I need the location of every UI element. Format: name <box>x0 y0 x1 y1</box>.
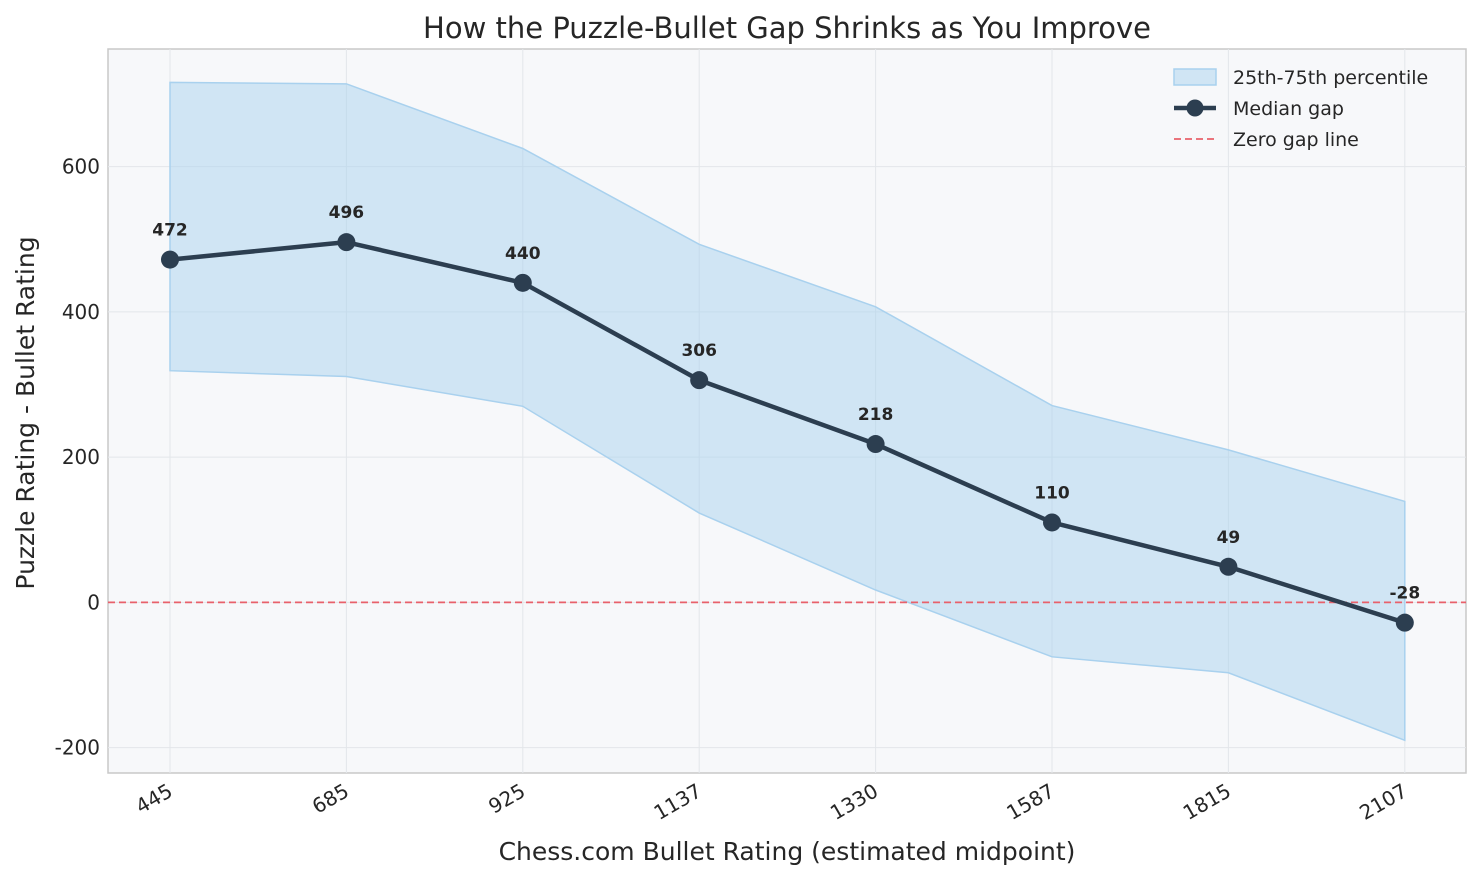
median-point <box>1043 513 1061 532</box>
x-tick-label: 1137 <box>650 779 706 825</box>
data-label: 496 <box>329 203 365 223</box>
median-point <box>1219 557 1238 576</box>
x-tick-label: 1330 <box>826 779 882 825</box>
median-point <box>1395 613 1414 632</box>
median-point <box>690 371 709 390</box>
median-point <box>513 273 532 292</box>
median-point <box>866 435 885 454</box>
data-label: 472 <box>152 221 188 241</box>
x-tick-label: 685 <box>308 779 353 819</box>
data-label: 306 <box>681 341 717 361</box>
median-points <box>161 233 1414 632</box>
y-tick-label: 400 <box>62 300 100 324</box>
legend-marker-median <box>1186 99 1204 117</box>
median-point <box>161 250 179 269</box>
y-tick-label: 0 <box>87 590 100 614</box>
legend: 25th-75th percentile Median gap Zero gap… <box>1173 67 1428 151</box>
data-label: 49 <box>1217 528 1241 548</box>
x-tick-label: 1815 <box>1179 779 1235 825</box>
x-tick-label: 445 <box>131 779 176 819</box>
data-labels: 472 496 440 306 218 110 49 -28 <box>152 203 1420 604</box>
x-tick-label: 925 <box>484 779 529 819</box>
y-axis-label: Puzzle Rating - Bullet Rating <box>11 236 40 589</box>
median-gap-line <box>169 239 1406 625</box>
x-axis-label: Chess.com Bullet Rating (estimated midpo… <box>499 837 1076 866</box>
median-point <box>337 233 356 252</box>
y-tick-label: 200 <box>62 445 100 469</box>
data-label: 440 <box>505 244 541 264</box>
data-label: 110 <box>1034 483 1070 503</box>
data-label: 218 <box>858 405 894 425</box>
y-tick-label: 600 <box>62 155 100 179</box>
x-tick-labels: 445 685 925 1137 1330 1587 1815 2107 <box>131 779 1411 825</box>
legend-label-median: Median gap <box>1233 98 1344 120</box>
y-tick-label: -200 <box>55 736 100 760</box>
legend-swatch-band <box>1173 68 1217 86</box>
chart-title: How the Puzzle-Bullet Gap Shrinks as You… <box>423 11 1151 45</box>
y-tick-labels: -200 0 200 400 600 <box>55 155 100 760</box>
x-tick-label: 1587 <box>1002 779 1058 825</box>
legend-label-band: 25th-75th percentile <box>1233 67 1428 89</box>
data-label: -28 <box>1389 584 1420 604</box>
x-tick-label: 2107 <box>1355 779 1411 825</box>
legend-label-zero: Zero gap line <box>1233 129 1359 151</box>
